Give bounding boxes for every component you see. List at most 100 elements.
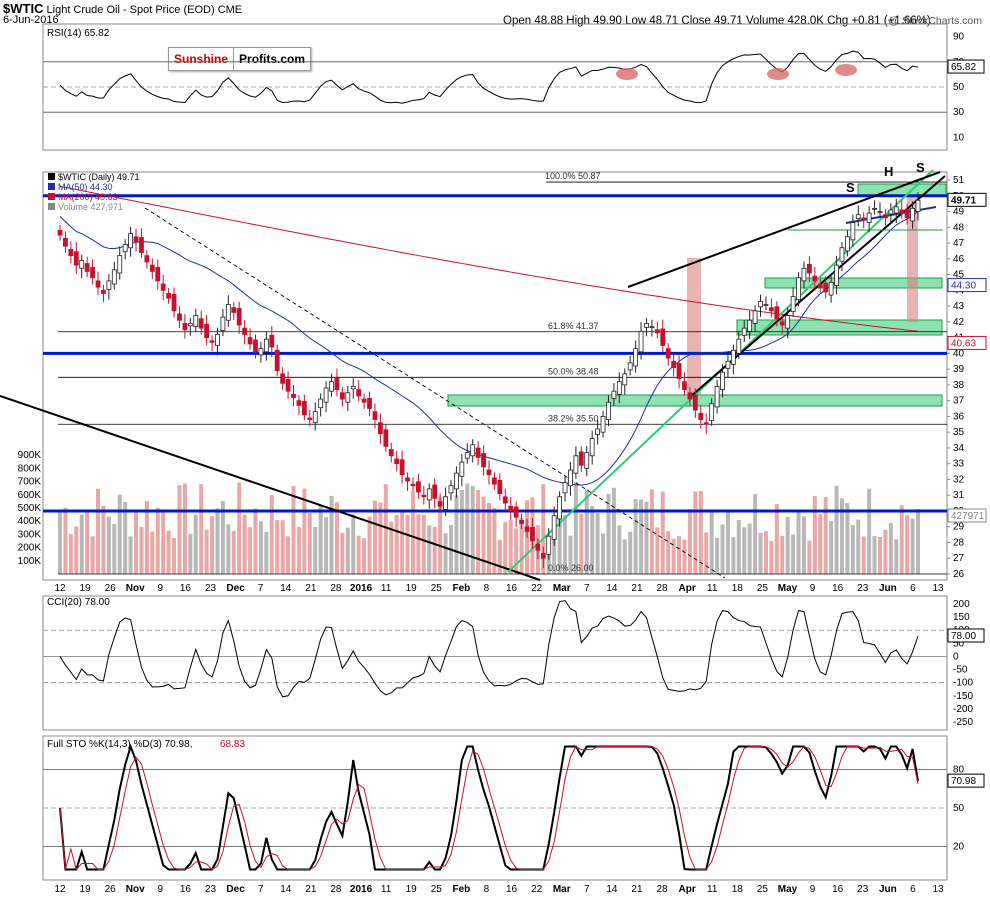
sto-x-tick-label: 14 — [606, 884, 618, 895]
volume-bar — [677, 536, 682, 574]
candle-body — [785, 315, 791, 329]
sto-x-tick-label: 21 — [305, 884, 317, 895]
cci-tick-label: -250 — [953, 717, 973, 728]
legend-swatch — [48, 173, 55, 180]
fibonacci-label: 0.0% 26.00 — [548, 563, 594, 573]
cci-tick-label: 0 — [953, 651, 959, 662]
volume-bar — [519, 517, 524, 574]
volume-bar — [660, 491, 665, 574]
volume-bar — [823, 497, 828, 574]
price-x-tick-label: 7 — [258, 583, 264, 594]
candle-body — [377, 422, 383, 435]
candle-body — [638, 330, 644, 353]
volume-bar — [63, 507, 68, 574]
candle-body — [361, 398, 367, 403]
candle-body — [910, 207, 915, 222]
price-x-tick-label: 12 — [54, 583, 66, 594]
candle-body — [861, 217, 867, 220]
volume-bar — [459, 490, 464, 574]
volume-bar — [497, 539, 502, 574]
candle-body — [307, 417, 313, 420]
volume-bar — [150, 531, 155, 574]
price-tick-label: 40 — [953, 348, 965, 359]
volume-bar — [188, 533, 193, 574]
volume-bar — [345, 527, 350, 574]
candle-body — [671, 360, 677, 368]
volume-bar — [286, 536, 291, 574]
candle-body — [84, 263, 90, 272]
sto-x-tick-label: 11 — [381, 884, 392, 895]
candle-body — [834, 264, 839, 286]
candle-body — [649, 326, 655, 328]
fibonacci-label: 61.8% 41.37 — [548, 321, 599, 331]
exchange-label: CME — [217, 4, 243, 16]
candle-body — [687, 392, 693, 400]
volume-bar — [552, 519, 557, 574]
candle-body — [448, 485, 454, 494]
volume-bar — [872, 536, 877, 574]
sto-x-tick-label: 9 — [158, 884, 164, 895]
price-x-tick-label: Dec — [226, 583, 245, 594]
candle-body — [497, 479, 503, 495]
price-x-tick-label: 23 — [205, 583, 217, 594]
volume-bar — [334, 502, 339, 574]
candle-body — [747, 319, 753, 332]
candle-body — [845, 236, 850, 252]
volume-bar — [628, 531, 633, 574]
volume-bar — [427, 525, 432, 574]
volume-bar — [791, 534, 796, 574]
candle-body — [106, 280, 112, 290]
volume-bar — [356, 535, 361, 574]
pattern-label: S — [916, 160, 925, 175]
candle-body — [850, 222, 856, 241]
volume-bar — [193, 514, 198, 574]
volume-bar — [400, 511, 405, 574]
volume-bar — [698, 490, 703, 574]
volume-bar — [861, 536, 866, 574]
candle-body — [720, 371, 725, 391]
volume-bar — [829, 520, 834, 574]
candle-body — [508, 505, 514, 512]
sto-x-tick-label: Mar — [553, 884, 571, 895]
candle-body — [877, 211, 883, 213]
volume-bar — [796, 512, 801, 574]
volume-bar — [503, 521, 508, 574]
volume-bar — [123, 501, 128, 574]
volume-bar — [280, 520, 285, 574]
sto-value-box — [947, 773, 985, 788]
candle-body — [763, 304, 769, 306]
sto-x-tick-label: 22 — [531, 884, 543, 895]
legend-entry: MA(50) 44.30 — [58, 182, 113, 192]
volume-bar — [725, 511, 730, 574]
volume-bar — [307, 513, 312, 574]
volume-bar — [910, 518, 915, 574]
candle-body — [752, 310, 758, 324]
sto-d-line — [59, 745, 919, 871]
sto-x-tick-label: 6 — [910, 884, 916, 895]
candle-body — [481, 453, 486, 468]
volume-bar — [394, 514, 399, 574]
candle-body — [595, 428, 601, 435]
candle-body — [63, 237, 68, 247]
rsi-line — [59, 50, 919, 104]
candle-body — [459, 461, 465, 477]
candle-body — [345, 392, 351, 403]
volume-bar — [557, 506, 562, 574]
volume-bar — [182, 483, 187, 574]
legend-entry: Volume 427,971 — [58, 202, 123, 212]
candle-body — [644, 323, 649, 328]
price-x-tick-label: Apr — [679, 583, 696, 594]
volume-bar — [351, 514, 356, 574]
candle-body — [405, 477, 410, 482]
volume-bar — [785, 517, 790, 574]
candle-body — [144, 255, 150, 263]
candle-body — [111, 269, 117, 285]
candle-body — [855, 214, 861, 220]
volume-tick-label: 800K — [18, 463, 42, 474]
sto-k-line — [59, 743, 919, 871]
legend-entry: $WTIC (Daily) 49.71 — [58, 172, 140, 182]
rsi-tick-label: 30 — [953, 107, 965, 118]
panel-frame-price — [42, 171, 948, 581]
candle-body — [171, 293, 177, 312]
sto-x-tick-label: 18 — [732, 884, 744, 895]
